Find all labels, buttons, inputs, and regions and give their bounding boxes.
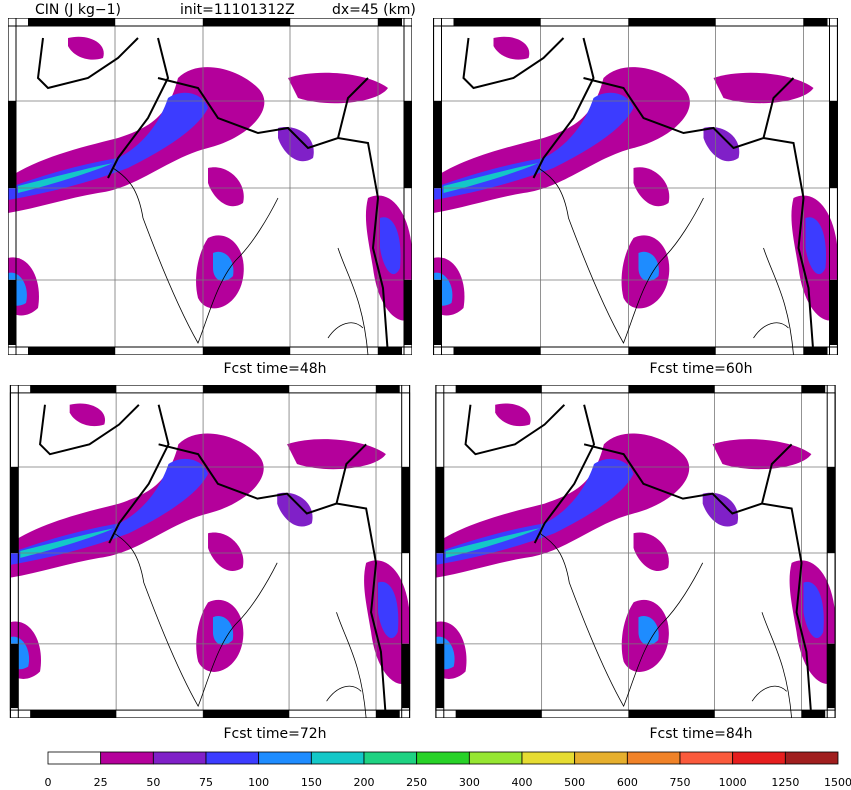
colorbar-box xyxy=(258,751,312,765)
colorbar-box xyxy=(521,751,576,765)
colorbar-tick-label: 500 xyxy=(564,776,585,789)
map-panel xyxy=(434,385,837,718)
colorbar-box xyxy=(47,751,102,765)
panel-label: Fcst time=60h xyxy=(649,361,752,377)
colorbar-box xyxy=(732,751,786,765)
colorbar-tick-label: 1500 xyxy=(824,776,851,789)
colorbar-tick-label: 400 xyxy=(512,776,533,789)
map-panel xyxy=(433,18,838,355)
title: CIN (J kg−1) xyxy=(35,2,121,18)
panel-label: Fcst time=48h xyxy=(223,361,326,377)
panel-label: Fcst time=84h xyxy=(649,726,752,742)
dx-label: dx=45 (km) xyxy=(332,2,416,18)
map-panel xyxy=(9,385,411,718)
colorbar-tick-label: 1000 xyxy=(719,776,747,789)
map-panel xyxy=(8,18,412,355)
colorbar-box xyxy=(152,751,207,765)
colorbar-box xyxy=(363,751,418,765)
colorbar-box xyxy=(784,751,839,765)
colorbar-tick-label: 150 xyxy=(301,776,322,789)
colorbar-tick-label: 600 xyxy=(617,776,638,789)
colorbar-tick-label: 0 xyxy=(45,776,52,789)
colorbar-box xyxy=(626,751,681,765)
colorbar-box xyxy=(574,751,628,765)
colorbar-box xyxy=(100,751,154,765)
colorbar-box xyxy=(205,751,260,765)
colorbar-tick-label: 50 xyxy=(146,776,160,789)
colorbar-box xyxy=(416,751,470,765)
colorbar-tick-label: 100 xyxy=(248,776,269,789)
colorbar-tick-label: 750 xyxy=(670,776,691,789)
colorbar-tick-label: 25 xyxy=(94,776,108,789)
colorbar-box xyxy=(468,751,523,765)
colorbar-tick-label: 75 xyxy=(199,776,213,789)
colorbar-tick-label: 300 xyxy=(459,776,480,789)
colorbar-tick-label: 1250 xyxy=(771,776,799,789)
colorbar-box xyxy=(310,751,365,765)
init-label: init=11101312Z xyxy=(180,2,295,18)
colorbar-box xyxy=(679,751,734,765)
panel-label: Fcst time=72h xyxy=(223,726,326,742)
colorbar-tick-label: 200 xyxy=(354,776,375,789)
colorbar-tick-label: 250 xyxy=(406,776,427,789)
